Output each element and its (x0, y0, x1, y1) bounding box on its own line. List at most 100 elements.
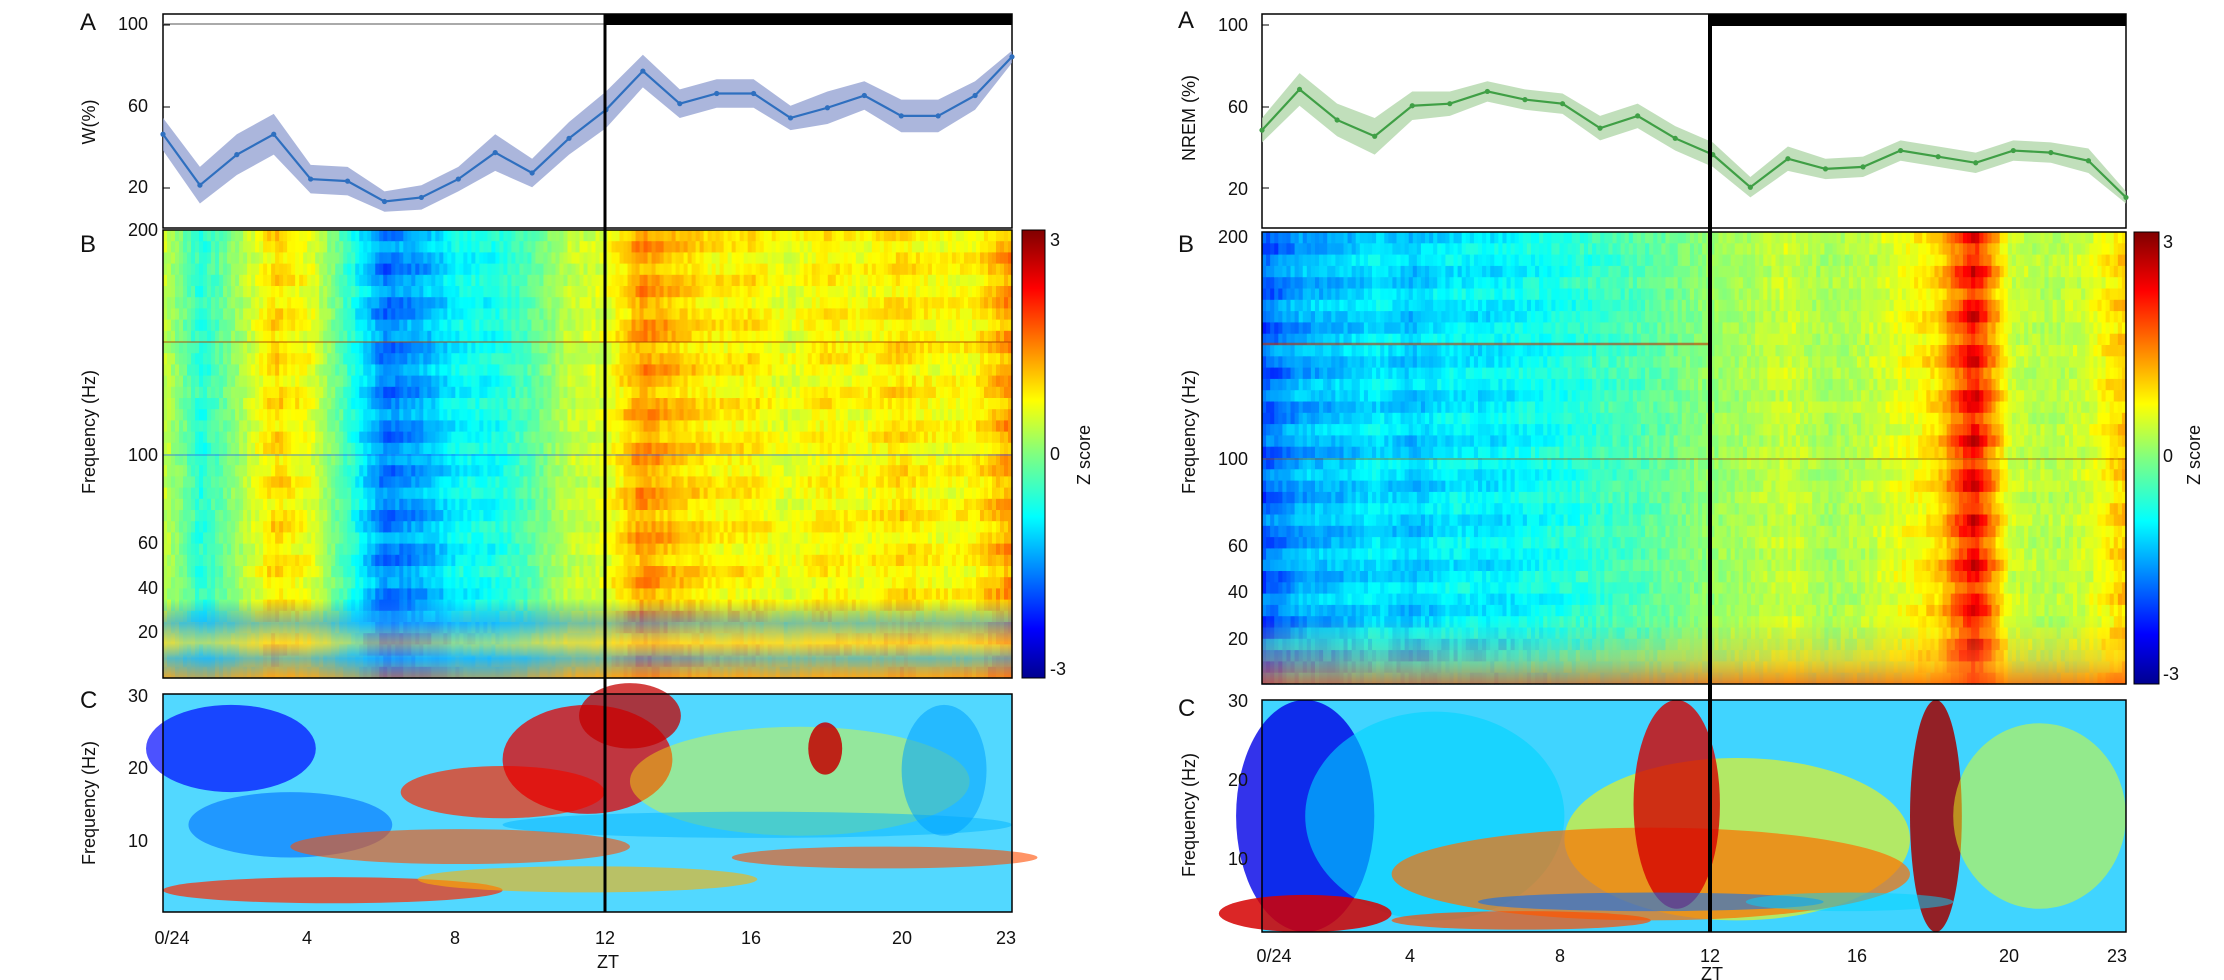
heatmap-cell (247, 274, 252, 287)
heatmap-cell (555, 263, 561, 276)
heatmap-cell (591, 431, 597, 444)
heatmap-cell (263, 297, 268, 309)
heatmap-cell (267, 353, 272, 365)
heatmap-cell (447, 498, 452, 511)
heatmap-cell (479, 263, 484, 276)
heatmap-cell (299, 498, 304, 511)
heatmap-cell (195, 532, 200, 545)
heatmap-cell (523, 476, 529, 489)
heatmap-cell (471, 409, 476, 421)
heatmap-cell (219, 577, 224, 589)
heatmap-cell (407, 431, 412, 444)
heatmap-cell (447, 487, 452, 500)
heatmap-cell (655, 353, 661, 365)
heatmap-cell (507, 274, 513, 287)
heatmap-cell (391, 532, 396, 545)
heatmap-cell (427, 487, 432, 500)
heatmap-cell (327, 375, 332, 388)
heatmap-cell (299, 297, 304, 309)
heatmap-cell (595, 308, 601, 321)
heatmap-cell (399, 487, 404, 500)
heatmap-cell (163, 263, 168, 276)
heatmap-cell (359, 532, 364, 545)
heatmap-cell (635, 330, 641, 343)
heatmap-cell (515, 543, 521, 556)
heatmap-cell (271, 409, 276, 421)
heatmap-cell (571, 498, 577, 511)
heatmap-cell (227, 442, 232, 455)
heatmap-cell (551, 353, 557, 365)
heatmap-cell (163, 566, 168, 578)
heatmap-cell (275, 263, 280, 276)
heatmap-cell (551, 543, 557, 556)
heatmap-cell (635, 420, 641, 433)
heatmap-cell (431, 409, 436, 421)
heatmap-cell (399, 431, 404, 444)
heatmap-cell (231, 319, 236, 332)
heatmap-cell (651, 566, 657, 578)
heatmap-cell (543, 263, 549, 276)
heatmap-cell (279, 386, 284, 399)
heatmap-cell (299, 543, 304, 556)
heatmap-cell (427, 308, 432, 321)
heatmap-cell (639, 543, 645, 556)
heatmap-cell (275, 420, 280, 433)
heatmap-cell (327, 386, 332, 399)
heatmap-cell (415, 554, 420, 567)
heatmap-cell (347, 487, 352, 500)
heatmap-cell (355, 375, 360, 388)
heatmap-cell (495, 319, 500, 332)
heatmap-cell (351, 263, 356, 276)
heatmap-cell (383, 521, 388, 533)
heatmap-cell (247, 319, 252, 332)
heatmap-cell (427, 510, 432, 522)
heatmap-cell (251, 442, 256, 455)
heatmap-cell (651, 342, 657, 354)
heatmap-cell (371, 297, 376, 309)
heatmap-cell (239, 319, 244, 332)
heatmap-cell (495, 521, 500, 533)
heatmap-cell (567, 521, 573, 533)
heatmap-cell (643, 420, 649, 433)
heatmap-cell (391, 375, 396, 388)
heatmap-cell (563, 454, 569, 466)
heatmap-cell (351, 398, 356, 410)
heatmap-cell (275, 577, 280, 589)
heatmap-cell (595, 498, 601, 511)
heatmap-cell (519, 342, 525, 354)
heatmap-cell (375, 230, 380, 242)
heatmap-cell (303, 566, 308, 578)
heatmap-cell (167, 577, 172, 589)
heatmap-cell (231, 230, 236, 242)
heatmap-cell (183, 498, 188, 511)
heatmap-cell (255, 263, 260, 276)
heatmap-cell (387, 588, 392, 601)
heatmap-cell (587, 532, 593, 545)
heatmap-cell (287, 465, 292, 477)
heatmap-cell (563, 420, 569, 433)
heatmap-cell (459, 241, 464, 253)
heatmap-cell (555, 319, 561, 332)
heatmap-cell (651, 454, 657, 466)
heatmap-cell (295, 263, 300, 276)
heatmap-cell (507, 297, 513, 309)
heatmap-cell (579, 263, 585, 276)
heatmap-cell (379, 263, 384, 276)
heatmap-cell (327, 409, 332, 421)
heatmap-cell (291, 252, 296, 265)
heatmap-cell (543, 364, 549, 377)
heatmap-cell (359, 409, 364, 421)
heatmap-cell (523, 543, 529, 556)
heatmap-cell (295, 375, 300, 388)
heatmap-cell (431, 532, 436, 545)
heatmap-cell (179, 454, 184, 466)
heatmap-cell (579, 577, 585, 589)
heatmap-cell (559, 442, 565, 455)
heatmap-cell (547, 487, 553, 500)
heatmap-cell (367, 420, 372, 433)
heatmap-cell (427, 241, 432, 253)
heatmap-cell (391, 442, 396, 455)
heatmap-cell (587, 588, 593, 601)
heatmap-cell (171, 386, 176, 399)
heatmap-cell (415, 566, 420, 578)
